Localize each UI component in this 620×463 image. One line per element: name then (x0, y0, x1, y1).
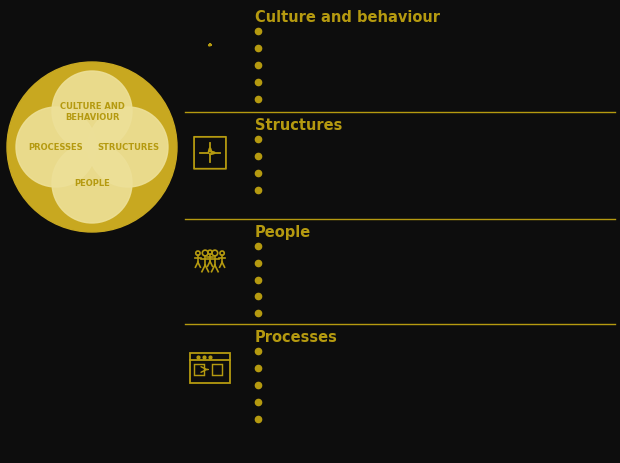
Text: Culture and behaviour: Culture and behaviour (255, 11, 440, 25)
Circle shape (16, 108, 96, 188)
Circle shape (88, 108, 168, 188)
Text: CULTURE AND
BEHAVIOUR: CULTURE AND BEHAVIOUR (60, 102, 125, 121)
Text: PROCESSES: PROCESSES (29, 143, 83, 152)
Text: STRUCTURES: STRUCTURES (97, 143, 159, 152)
Text: PEOPLE: PEOPLE (74, 179, 110, 188)
Text: Processes: Processes (255, 330, 338, 345)
Circle shape (52, 144, 132, 224)
Circle shape (52, 72, 132, 152)
Text: Structures: Structures (255, 118, 342, 133)
Text: People: People (255, 225, 311, 240)
Circle shape (7, 63, 177, 232)
